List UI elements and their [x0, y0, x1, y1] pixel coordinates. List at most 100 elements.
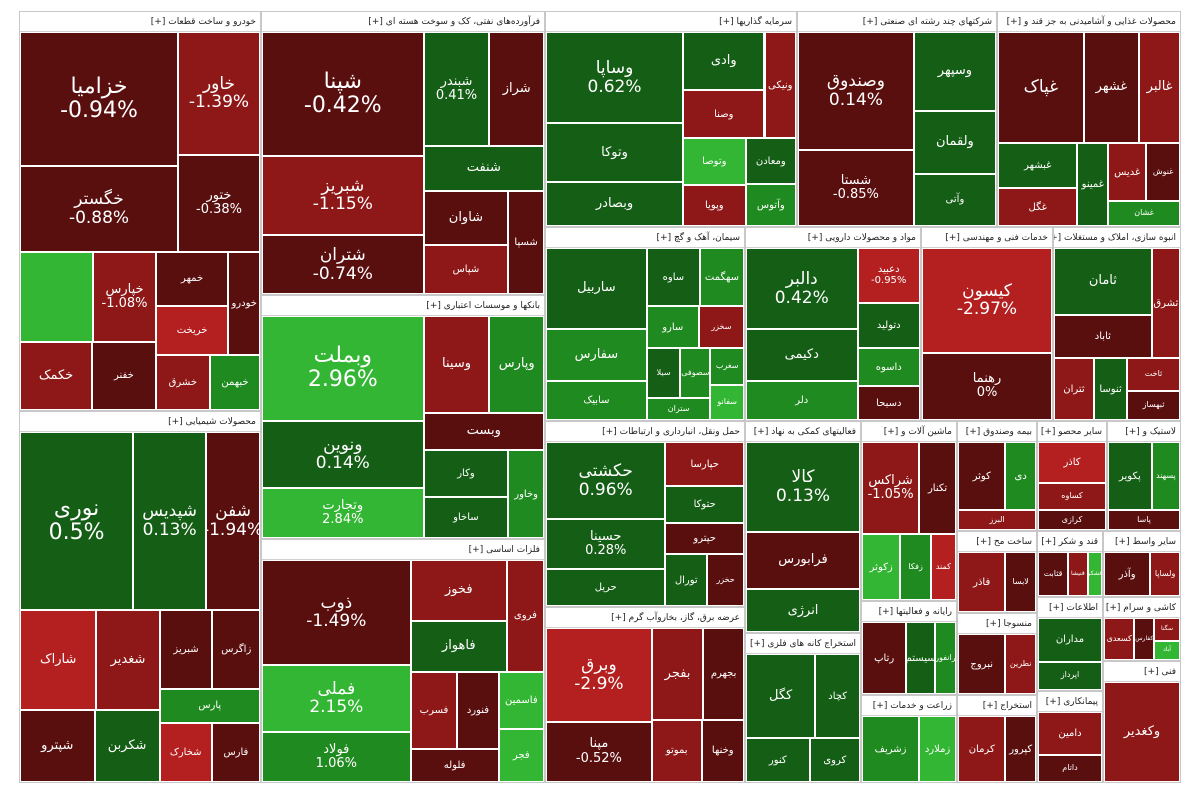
stock-tile[interactable]: حپترو [665, 523, 744, 555]
sector-title[interactable]: سرمایه گذاریها [+] [546, 12, 796, 32]
stock-tile[interactable]: حریل [546, 569, 666, 606]
stock-tile[interactable]: شاراک [20, 610, 97, 710]
stock-tile[interactable]: شراز [489, 32, 544, 147]
stock-tile[interactable]: رانفور [934, 622, 956, 694]
stock-tile[interactable]: فاذر [958, 552, 1006, 612]
stock-tile[interactable]: حسینا 0.28% [546, 519, 666, 570]
sector-title[interactable]: بانکها و موسسات اعتباری [+] [262, 296, 544, 316]
stock-tile[interactable]: سصوفی [680, 348, 711, 399]
sector-title[interactable]: شرکتهای چند رشته ای صنعتی [+] [798, 12, 996, 32]
stock-tile[interactable]: نوری 0.5% [20, 432, 134, 611]
stock-tile[interactable]: فسرب [410, 671, 458, 750]
stock-tile[interactable]: وادی [683, 32, 765, 91]
stock-tile[interactable]: قنیشا [1068, 552, 1088, 596]
stock-tile[interactable]: حکشتی 0.96% [546, 442, 666, 520]
stock-tile[interactable]: لابسا [1005, 552, 1036, 612]
stock-tile[interactable]: شخارک [159, 722, 212, 782]
stock-tile[interactable]: سخزر [698, 306, 744, 349]
sector-title[interactable]: فلزات اساسی [+] [262, 540, 544, 560]
stock-tile[interactable]: شپدیس 0.13% [133, 432, 207, 611]
stock-tile[interactable]: ونوین 0.14% [262, 420, 424, 489]
stock-tile[interactable]: خاور -1.39% [178, 32, 260, 155]
stock-tile[interactable]: شراکس -1.05% [862, 442, 920, 535]
stock-tile[interactable]: سغرب [710, 348, 744, 386]
stock-tile[interactable]: وپویا [683, 184, 746, 226]
stock-tile[interactable]: پسهند [1151, 442, 1180, 511]
stock-tile[interactable]: دلر [746, 381, 858, 420]
sector-title[interactable]: ماشین آلات و [+] [862, 422, 956, 442]
stock-tile[interactable]: کوثر [958, 442, 1006, 511]
stock-tile[interactable]: شبندر 0.41% [423, 32, 490, 147]
stock-tile[interactable]: وساپا 0.62% [546, 32, 684, 124]
stock-tile[interactable]: فخوز [410, 560, 507, 622]
sector-title[interactable]: سایر محصو [+] [1038, 422, 1106, 442]
sector-title[interactable]: لاستیک و [+] [1108, 422, 1180, 442]
stock-tile[interactable]: فجر [498, 729, 544, 782]
sector-title[interactable]: محصولات شیمیایی [+] [20, 412, 260, 432]
stock-tile[interactable]: دکیمی [746, 329, 858, 382]
stock-tile[interactable]: کالا 0.13% [746, 442, 860, 532]
stock-tile[interactable]: بجهرم [703, 628, 744, 720]
stock-tile[interactable]: شاوان [423, 190, 509, 246]
stock-tile[interactable]: کروی [809, 738, 860, 782]
stock-tile[interactable]: وخاور [508, 450, 544, 538]
sector-title[interactable]: سیمان، آهک و گچ [+] [546, 228, 744, 248]
stock-tile[interactable]: ثنوسا [1093, 358, 1128, 420]
stock-tile[interactable]: زکوثر [862, 534, 901, 600]
stock-tile[interactable]: دعبید -0.95% [857, 248, 920, 303]
stock-tile[interactable]: شبریز -1.15% [262, 155, 424, 236]
sector-title[interactable]: خودرو و ساخت قطعات [+] [20, 12, 260, 32]
stock-tile[interactable]: زملارد [919, 716, 956, 782]
stock-tile[interactable]: دتولید [857, 302, 920, 348]
stock-tile[interactable]: وآتوس [745, 184, 796, 226]
stock-tile[interactable]: مداران [1038, 618, 1102, 662]
stock-tile[interactable]: وتوصا [683, 138, 746, 185]
stock-tile[interactable]: زشریف [862, 716, 920, 782]
stock-tile[interactable]: شپنا -0.42% [262, 32, 424, 156]
stock-tile[interactable]: آباد [1154, 641, 1180, 660]
sector-title[interactable]: پیمانکاری [+] [1038, 692, 1102, 712]
stock-tile[interactable]: سگنا [1154, 618, 1180, 642]
stock-tile[interactable]: دسبحا [857, 386, 920, 420]
stock-tile[interactable]: خزامیا -0.94% [20, 32, 179, 166]
sector-title[interactable]: مواد و محصولات دارویی [+] [746, 228, 920, 248]
sector-title[interactable]: فعالیتهای کمکی به نهاد [+] [746, 422, 860, 442]
stock-tile[interactable]: وبصادر [546, 182, 684, 226]
stock-tile[interactable]: غنوش [1146, 143, 1180, 202]
stock-tile[interactable]: ونیکی [764, 32, 796, 139]
stock-tile[interactable]: خبهمن [209, 354, 260, 410]
stock-tile[interactable]: وآتی [913, 174, 996, 226]
stock-tile[interactable]: قشکر [1087, 552, 1102, 596]
stock-tile[interactable]: کچاد [815, 654, 860, 739]
stock-tile[interactable]: پارس [159, 688, 260, 723]
stock-tile[interactable]: اپرداز [1038, 661, 1102, 690]
stock-tile[interactable]: شتران -0.74% [262, 235, 424, 294]
stock-tile[interactable]: خشرق [155, 354, 210, 410]
stock-tile[interactable]: ساوه [646, 248, 700, 307]
stock-tile[interactable]: نبروج [958, 634, 1006, 694]
stock-tile[interactable]: ساربیل [546, 248, 647, 330]
stock-tile[interactable]: غالبر [1139, 32, 1180, 144]
stock-tile[interactable]: وسینا [423, 316, 490, 413]
stock-tile[interactable]: فلوله [410, 749, 499, 782]
stock-tile[interactable]: غشهر [1083, 32, 1140, 144]
stock-tile[interactable]: وآذر [1104, 552, 1151, 596]
sector-title[interactable]: ساخت مح [+] [958, 532, 1036, 552]
stock-tile[interactable]: کگل [746, 654, 816, 739]
stock-tile[interactable]: بفجر [651, 628, 704, 720]
stock-tile[interactable]: البرز [958, 510, 1036, 530]
stock-tile[interactable]: حخزر [707, 554, 744, 606]
stock-tile[interactable]: وبملت 2.96% [262, 316, 424, 421]
stock-tile[interactable]: فرابورس [746, 531, 860, 590]
stock-tile[interactable]: غدیس [1108, 143, 1147, 202]
stock-tile[interactable]: تکنار [919, 442, 956, 535]
stock-tile[interactable]: کاذر [1038, 442, 1106, 484]
stock-tile[interactable]: خکمک [20, 341, 92, 410]
stock-tile[interactable]: کساوه [1038, 483, 1106, 511]
sector-title[interactable]: قند و شکر [+] [1038, 532, 1102, 552]
stock-tile[interactable]: کیسون -2.97% [922, 248, 1052, 353]
stock-tile[interactable]: کسعدی [1104, 618, 1135, 660]
stock-tile[interactable]: خفنر [92, 341, 156, 410]
sector-title[interactable]: انبوه سازی، املاک و مستغلات [+] [1054, 228, 1180, 248]
stock-tile[interactable]: رتاپ [862, 622, 907, 694]
